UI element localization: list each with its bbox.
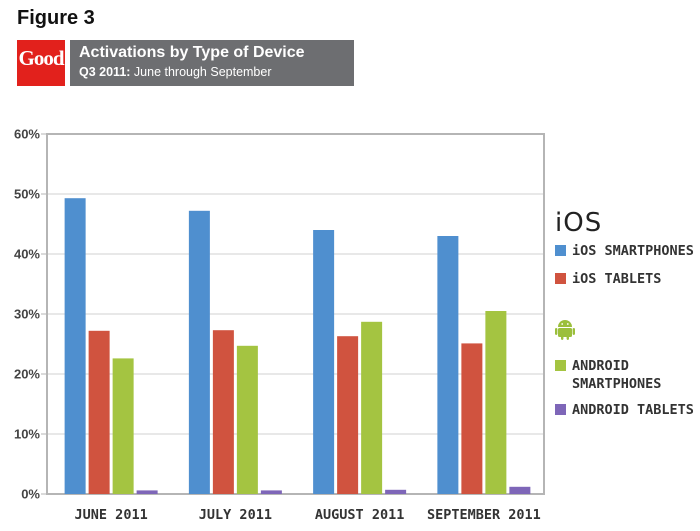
bar bbox=[112, 358, 134, 494]
bar bbox=[236, 345, 258, 494]
bar bbox=[385, 489, 407, 494]
legend-swatch bbox=[555, 273, 566, 284]
ios-logo: iOS bbox=[555, 208, 603, 238]
chart-title: Activations by Type of Device bbox=[79, 44, 305, 61]
x-tick-label: AUGUST 2011 bbox=[315, 507, 404, 523]
y-tick-label: 0% bbox=[21, 487, 40, 502]
subtitle-quarter: Q3 2011: bbox=[79, 65, 131, 79]
x-tick-label: JULY 2011 bbox=[199, 507, 272, 523]
y-tick-label: 10% bbox=[14, 427, 40, 442]
legend-label: ANDROID SMARTPHONES bbox=[572, 358, 662, 392]
chart-subtitle: Q3 2011: June through September bbox=[79, 65, 272, 79]
x-tick-label: JUNE 2011 bbox=[75, 507, 148, 523]
bar bbox=[509, 486, 531, 494]
bar bbox=[188, 210, 210, 495]
legend-label: iOS TABLETS bbox=[572, 271, 662, 287]
y-tick-label: 20% bbox=[14, 367, 40, 382]
bar bbox=[212, 330, 234, 494]
bar bbox=[136, 490, 158, 494]
bar bbox=[64, 198, 86, 494]
bar bbox=[461, 343, 483, 494]
legend-item-ios-tablets: iOS TABLETS bbox=[555, 270, 661, 288]
legend-item-ios-smartphones: iOS SMARTPHONES bbox=[555, 242, 694, 260]
legend-swatch bbox=[555, 404, 566, 415]
legend-swatch bbox=[555, 360, 566, 371]
android-robot-icon bbox=[555, 320, 575, 340]
bar bbox=[337, 336, 359, 494]
figure-label: Figure 3 bbox=[17, 7, 95, 29]
x-tick-label: SEPTEMBER 2011 bbox=[427, 507, 541, 523]
y-tick-label: 30% bbox=[14, 307, 40, 322]
bar bbox=[437, 236, 459, 494]
bar bbox=[260, 490, 282, 494]
legend-item-android-tablets: ANDROID TABLETS bbox=[555, 401, 694, 419]
bar bbox=[88, 330, 110, 494]
bar bbox=[313, 230, 335, 494]
legend-item-android-smartphones: ANDROID SMARTPHONES bbox=[555, 357, 688, 393]
subtitle-range: June through September bbox=[130, 65, 272, 79]
chart-banner: Activations by Type of Device Q3 2011: J… bbox=[70, 40, 354, 86]
plot-frame bbox=[46, 133, 545, 495]
good-logo: Good bbox=[17, 40, 65, 86]
y-tick-label: 60% bbox=[14, 127, 40, 142]
bar bbox=[485, 311, 507, 494]
legend-label: iOS SMARTPHONES bbox=[572, 243, 694, 259]
y-tick-label: 50% bbox=[14, 187, 40, 202]
y-tick-label: 40% bbox=[14, 247, 40, 262]
legend-swatch bbox=[555, 245, 566, 256]
bar bbox=[361, 321, 383, 494]
legend-label: ANDROID TABLETS bbox=[572, 402, 694, 418]
